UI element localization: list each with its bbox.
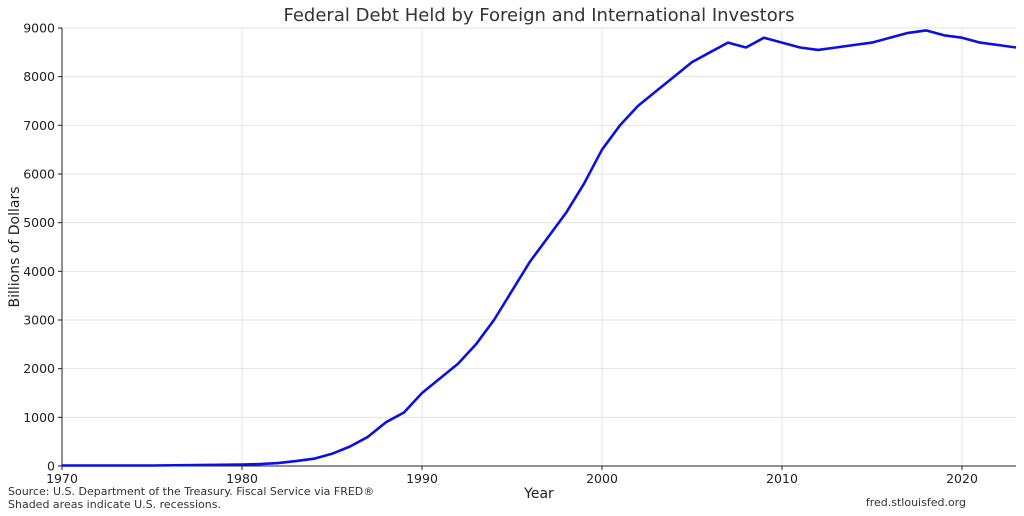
x-axis-label: Year <box>523 486 554 502</box>
x-tick-label: 2010 <box>766 471 798 486</box>
y-tick-label: 3000 <box>23 313 55 328</box>
series-line <box>62 29 1017 467</box>
y-tick-label: 2000 <box>23 361 55 376</box>
x-tick-label: 2020 <box>946 471 978 486</box>
site-url: fred.stlouisfed.org <box>865 496 966 509</box>
y-tick-label: 6000 <box>23 167 55 182</box>
y-axis-label: Billions of Dollars <box>7 186 23 307</box>
y-tick-label: 0 <box>47 459 55 474</box>
axes <box>61 28 1016 467</box>
source-note: Source: U.S. Department of the Treasury.… <box>8 485 374 511</box>
y-axis-ticks: 0 1000 2000 3000 4000 5000 6000 7000 8000 9000 <box>23 21 62 474</box>
y-tick-label: 9000 <box>23 21 55 36</box>
grid-lines <box>61 27 1016 467</box>
x-tick-label: 1970 <box>46 471 78 486</box>
chart-title: Federal Debt Held by Foreign and Interna… <box>283 5 794 26</box>
y-tick-label: 1000 <box>23 410 55 425</box>
x-tick-label: 1980 <box>226 471 258 486</box>
y-tick-label: 8000 <box>23 69 55 84</box>
x-tick-label: 2000 <box>586 471 618 486</box>
source-line: Source: U.S. Department of the Treasury.… <box>8 485 375 498</box>
x-tick-label: 1990 <box>406 471 438 486</box>
x-axis-ticks: 1970 1980 1990 2000 2010 2020 <box>46 466 978 486</box>
y-tick-label: 7000 <box>23 118 55 133</box>
y-tick-label: 5000 <box>23 215 55 230</box>
recession-note: Shaded areas indicate U.S. recessions. <box>8 498 221 511</box>
y-tick-label: 4000 <box>23 264 55 279</box>
